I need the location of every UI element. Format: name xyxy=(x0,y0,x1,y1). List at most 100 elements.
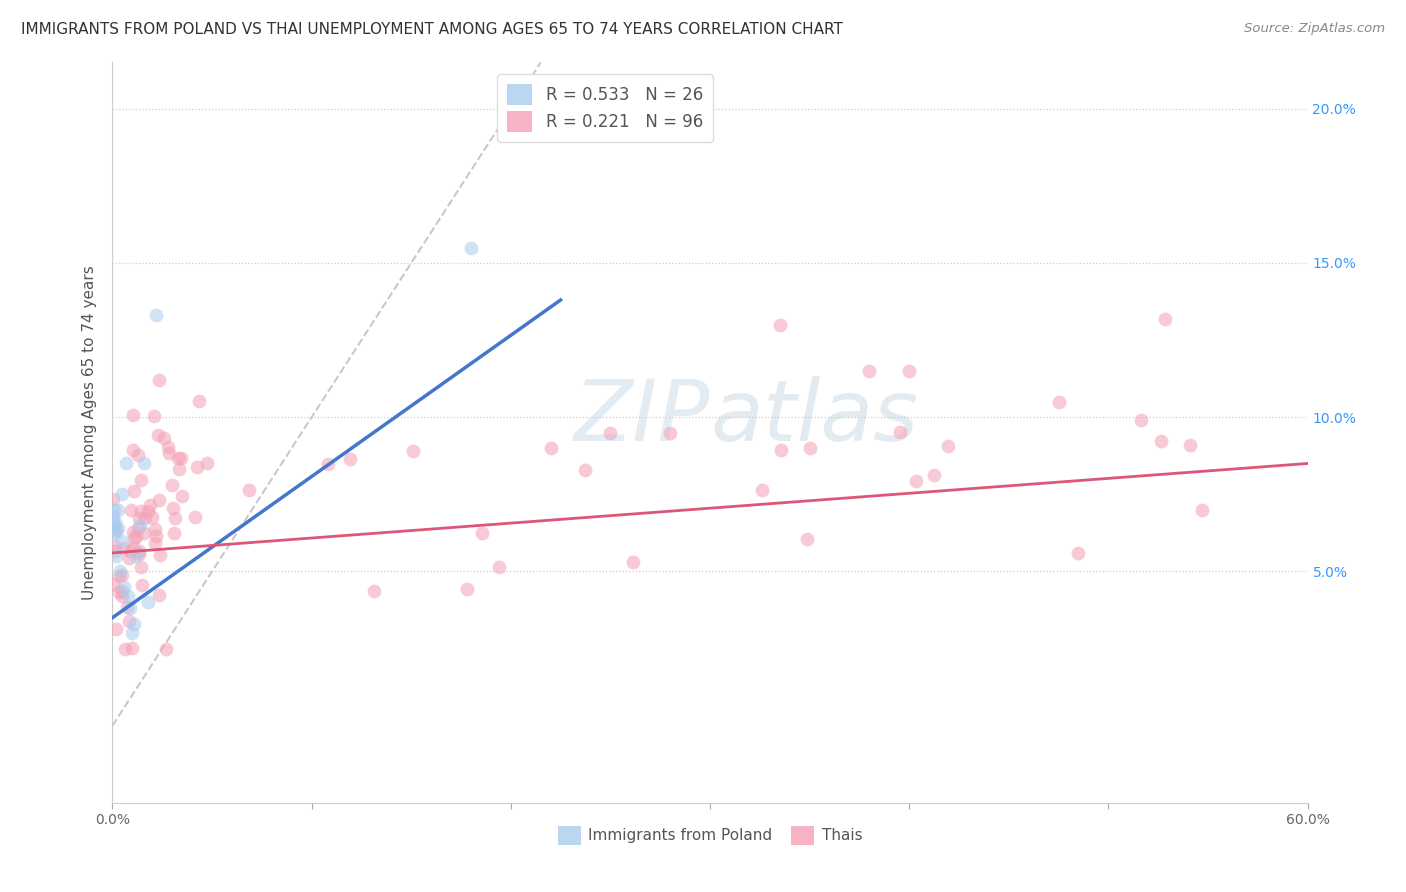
Text: Source: ZipAtlas.com: Source: ZipAtlas.com xyxy=(1244,22,1385,36)
Point xyxy=(858,364,880,378)
Point xyxy=(111,583,134,598)
Point xyxy=(104,515,127,529)
Point xyxy=(128,547,150,561)
Text: atlas: atlas xyxy=(710,376,918,459)
Point xyxy=(122,524,145,539)
Point xyxy=(156,440,179,454)
Point xyxy=(145,309,167,323)
Point xyxy=(103,527,125,541)
Point xyxy=(142,409,165,424)
Point xyxy=(148,428,170,442)
Point xyxy=(195,456,218,470)
Y-axis label: Unemployment Among Ages 65 to 74 years: Unemployment Among Ages 65 to 74 years xyxy=(82,265,97,600)
Point xyxy=(125,549,148,563)
Point xyxy=(127,521,149,535)
Point xyxy=(122,409,145,423)
Point xyxy=(145,529,167,543)
Point xyxy=(124,616,146,631)
Text: IMMIGRANTS FROM POLAND VS THAI UNEMPLOYMENT AMONG AGES 65 TO 74 YEARS CORRELATIO: IMMIGRANTS FROM POLAND VS THAI UNEMPLOYM… xyxy=(21,22,844,37)
Point xyxy=(543,111,565,125)
Point xyxy=(238,483,260,497)
Point xyxy=(162,501,184,516)
Point xyxy=(101,577,124,591)
Point xyxy=(111,533,134,548)
Point xyxy=(160,477,183,491)
Point xyxy=(107,521,129,535)
Point xyxy=(104,544,127,558)
Point xyxy=(105,524,128,539)
Point xyxy=(922,467,945,482)
Point xyxy=(115,599,138,614)
Point xyxy=(110,590,132,604)
Point xyxy=(121,641,143,656)
Point xyxy=(889,425,911,439)
Point xyxy=(1153,311,1175,326)
Point xyxy=(471,526,494,541)
Point xyxy=(599,425,621,440)
Point xyxy=(105,549,128,563)
Point xyxy=(118,615,141,629)
Point xyxy=(143,522,166,536)
Point xyxy=(904,474,927,488)
Point xyxy=(1129,413,1152,427)
Point xyxy=(120,503,142,517)
Point xyxy=(114,580,135,594)
Point xyxy=(129,518,152,533)
Point xyxy=(1178,438,1201,452)
Point xyxy=(540,441,562,455)
Point xyxy=(186,460,208,475)
Point xyxy=(1047,394,1070,409)
Point xyxy=(111,487,134,501)
Point xyxy=(155,641,177,656)
Text: ZIP: ZIP xyxy=(574,376,710,459)
Point xyxy=(796,533,818,547)
Point xyxy=(401,444,423,458)
Point xyxy=(1150,434,1173,448)
Point xyxy=(134,457,156,471)
Point xyxy=(769,442,792,457)
Point xyxy=(488,560,510,574)
Point xyxy=(129,559,152,574)
Point xyxy=(184,509,207,524)
Point xyxy=(621,555,644,569)
Point xyxy=(132,525,155,540)
Legend: Immigrants from Poland, Thais: Immigrants from Poland, Thais xyxy=(551,820,869,851)
Point xyxy=(103,502,125,516)
Point xyxy=(105,524,128,538)
Point xyxy=(118,551,141,566)
Point xyxy=(898,364,921,378)
Point xyxy=(125,530,148,544)
Point xyxy=(120,601,142,615)
Point xyxy=(127,448,149,462)
Point xyxy=(122,483,145,498)
Point xyxy=(108,569,131,583)
Point xyxy=(103,518,125,533)
Point xyxy=(1067,546,1090,560)
Point xyxy=(318,457,340,471)
Point xyxy=(114,641,136,656)
Point xyxy=(121,626,143,640)
Point xyxy=(149,548,172,562)
Point xyxy=(108,585,131,599)
Point xyxy=(460,240,482,255)
Point xyxy=(122,531,145,545)
Point xyxy=(104,539,127,553)
Point xyxy=(117,589,139,603)
Point xyxy=(128,544,150,558)
Point xyxy=(115,457,138,471)
Point xyxy=(339,452,361,467)
Point xyxy=(363,583,385,598)
Point xyxy=(170,450,193,465)
Point xyxy=(799,441,821,455)
Point xyxy=(122,442,145,457)
Point xyxy=(138,595,160,609)
Point xyxy=(769,318,792,332)
Point xyxy=(187,393,209,408)
Point xyxy=(131,578,153,592)
Point xyxy=(103,508,125,523)
Point xyxy=(1191,502,1213,516)
Point xyxy=(129,504,152,518)
Point xyxy=(659,425,682,440)
Point xyxy=(141,510,163,524)
Point xyxy=(148,373,170,387)
